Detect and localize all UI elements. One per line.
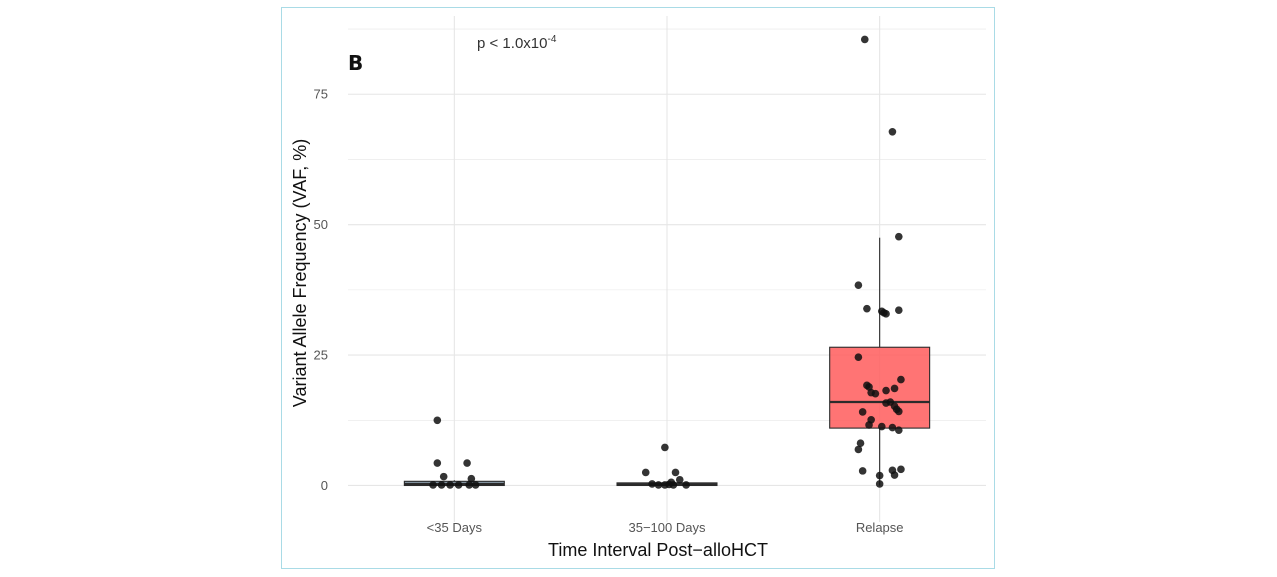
data-point (429, 481, 437, 489)
data-point (665, 480, 673, 489)
y-tick-label: 75 (314, 87, 328, 102)
data-point (439, 472, 448, 481)
data-point (877, 422, 886, 431)
y-tick-label: 0 (321, 478, 328, 493)
data-point (882, 310, 890, 318)
y-tick-label: 25 (314, 348, 328, 363)
p-value-annotation: p < 1.0x10-4 (477, 34, 557, 52)
data-point (890, 471, 899, 479)
data-point (895, 407, 903, 416)
data-point (895, 426, 903, 434)
data-point (661, 443, 669, 452)
data-point (875, 480, 884, 488)
data-point (467, 474, 476, 483)
data-point (897, 465, 905, 474)
figure-frame: 0 25 50 75 <35 Days 35−100 Days Relapse B p < … (281, 7, 995, 569)
data-point (871, 389, 880, 398)
data-point (897, 375, 905, 384)
data-point (890, 384, 899, 393)
data-point (888, 128, 897, 136)
data-point (641, 468, 650, 477)
box-plot-chart: 0 25 50 75 <35 Days 35−100 Days Relapse B p < … (290, 16, 986, 560)
data-point (854, 353, 863, 361)
x-tick-label: <35 Days (427, 520, 483, 535)
data-point (895, 232, 903, 241)
tick-layer: 0 25 50 75 <35 Days 35−100 Days Relapse (314, 87, 904, 535)
data-point (671, 468, 680, 477)
data-point (888, 423, 897, 432)
data-point (865, 421, 873, 429)
data-point (858, 467, 867, 475)
data-point (860, 35, 869, 44)
p-value-text: p < 1.0x10 (477, 35, 547, 52)
box-iqr (829, 346, 931, 429)
data-point (882, 399, 890, 407)
data-point (433, 416, 442, 425)
data-point (865, 383, 873, 391)
p-value-exponent: -4 (547, 34, 556, 45)
data-point (437, 481, 446, 489)
data-point (433, 459, 442, 467)
y-axis-title: Variant Allele Frequency (VAF, %) (290, 139, 310, 407)
data-point (648, 480, 656, 488)
data-point (895, 306, 903, 315)
data-point (471, 481, 480, 489)
x-tick-label: 35−100 Days (629, 520, 706, 535)
data-point (465, 481, 474, 489)
data-point (882, 386, 890, 395)
data-point (682, 481, 690, 489)
point-layer (429, 35, 905, 489)
data-point (858, 408, 867, 416)
data-point (675, 475, 684, 484)
data-point (463, 459, 471, 467)
x-tick-label: Relapse (856, 520, 904, 535)
data-point (854, 281, 863, 289)
data-point (875, 471, 884, 480)
data-point (654, 481, 663, 489)
x-axis-title: Time Interval Post−alloHCT (548, 540, 768, 560)
data-point (863, 304, 871, 313)
data-point (446, 481, 454, 489)
data-point (856, 439, 865, 448)
y-tick-label: 50 (314, 217, 328, 232)
data-point (454, 481, 463, 489)
data-point (854, 445, 863, 454)
panel-label: B (348, 51, 363, 75)
